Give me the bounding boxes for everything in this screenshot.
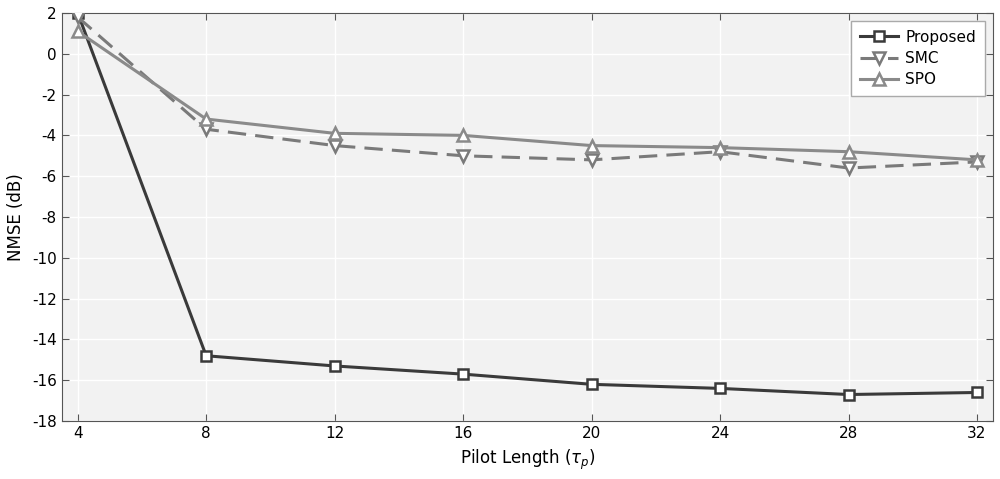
Proposed	[843, 392, 855, 398]
SPO	[72, 28, 84, 34]
SMC	[971, 159, 983, 165]
SMC	[72, 14, 84, 20]
SPO	[843, 149, 855, 155]
Proposed	[586, 381, 598, 387]
SPO	[714, 145, 726, 150]
Proposed	[72, 10, 84, 16]
SPO	[586, 143, 598, 148]
Line: SMC: SMC	[71, 11, 983, 174]
SMC	[457, 153, 469, 159]
SPO	[457, 133, 469, 138]
Proposed	[329, 363, 341, 369]
Legend: Proposed, SMC, SPO: Proposed, SMC, SPO	[850, 21, 985, 96]
Proposed	[200, 353, 212, 359]
Proposed	[714, 386, 726, 391]
SMC	[586, 157, 598, 163]
SMC	[843, 165, 855, 171]
SMC	[714, 149, 726, 155]
Line: SPO: SPO	[71, 25, 983, 166]
Y-axis label: NMSE (dB): NMSE (dB)	[7, 173, 25, 261]
SPO	[971, 157, 983, 163]
SPO	[329, 130, 341, 136]
Proposed	[971, 389, 983, 395]
Proposed	[457, 371, 469, 377]
X-axis label: Pilot Length ($\tau_p$): Pilot Length ($\tau_p$)	[460, 448, 595, 472]
SMC	[200, 126, 212, 132]
SPO	[200, 116, 212, 122]
SMC	[329, 143, 341, 148]
Line: Proposed: Proposed	[73, 8, 982, 399]
